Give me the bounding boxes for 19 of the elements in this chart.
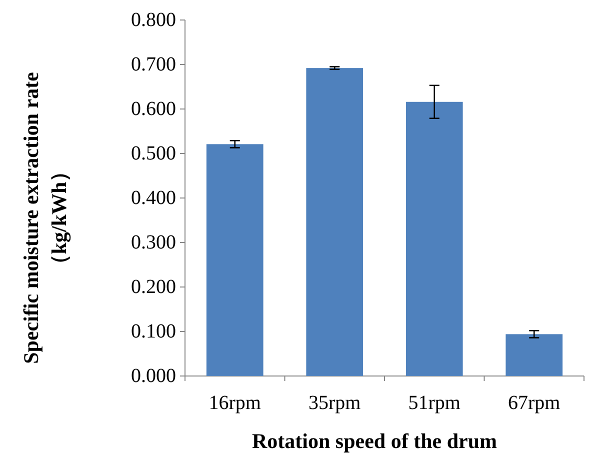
y-tick-label: 0.100: [131, 320, 176, 342]
bar: [406, 102, 463, 376]
y-tick-label: 0.400: [131, 187, 176, 209]
x-tick-label: 67rpm: [508, 392, 561, 414]
y-tick-label: 0.500: [131, 142, 176, 164]
y-tick-label: 0.300: [131, 232, 176, 254]
x-axis-title: Rotation speed of the drum: [252, 429, 498, 453]
bar: [506, 334, 563, 376]
y-tick-label: 0.600: [131, 98, 176, 120]
y-tick-label: 0.000: [131, 365, 176, 387]
y-axis-title: Specific moisture extraction rate （kg/kWh）: [19, 72, 71, 364]
y-tick-label: 0.800: [131, 9, 176, 31]
bar: [206, 144, 264, 376]
y-tick-label: 0.200: [131, 276, 176, 298]
x-tick-label: 16rpm: [208, 392, 262, 414]
y-tick-label: 0.700: [131, 54, 176, 76]
x-tick-label: 51rpm: [408, 392, 461, 414]
bar: [306, 68, 364, 376]
x-tick-label: 35rpm: [308, 392, 362, 414]
